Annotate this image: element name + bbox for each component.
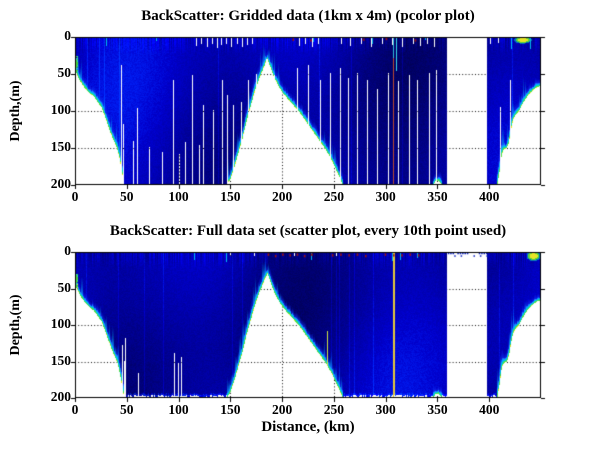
x-tick-label: 250 (323, 189, 344, 204)
x-tick-label: 250 (323, 402, 344, 417)
x-tick-label: 150 (220, 189, 241, 204)
y-tick-label: 50 (57, 65, 72, 80)
x-tick-label: 150 (220, 402, 241, 417)
gridded-plot-title: BackScatter: Gridded data (1km x 4m) (pc… (141, 8, 475, 24)
x-tick-label: 400 (479, 402, 500, 417)
x-tick-label: 400 (479, 189, 500, 204)
x-tick-label: 300 (375, 189, 396, 204)
x-tick-label: 50 (120, 189, 134, 204)
y-tick-label: 200 (50, 389, 71, 404)
x-tick-label: 200 (271, 402, 293, 417)
x-tick-label: 100 (168, 189, 189, 204)
x-tick-label: 0 (71, 402, 79, 417)
y-tick-label: 100 (50, 102, 71, 117)
x-tick-label: 50 (120, 402, 134, 417)
x-tick-label: 350 (427, 402, 448, 417)
x-tick-label: 350 (427, 189, 448, 204)
gridded-pcolor-plot-area (65, 27, 551, 195)
x-tick-label: 300 (375, 402, 396, 417)
y-tick-label: 150 (50, 139, 71, 154)
y-tick-label: 150 (50, 352, 71, 368)
y-tick-label: 0 (64, 243, 71, 258)
gridded-plot-ylabel: Depth,(m) (8, 80, 23, 142)
y-tick-label: 0 (64, 28, 71, 43)
x-tick-label: 200 (271, 189, 293, 204)
scatter-plot-title: BackScatter: Full data set (scatter plot… (109, 223, 507, 239)
scatter-plot-ylabel: Depth,(m) (8, 294, 23, 356)
y-tick-label: 200 (50, 176, 71, 191)
scatter-plot-area (65, 242, 551, 408)
x-tick-label: 0 (71, 189, 79, 204)
distance-axis-label: Distance, (km) (261, 419, 355, 435)
y-tick-label: 50 (57, 279, 72, 295)
y-tick-label: 100 (50, 316, 71, 331)
x-tick-label: 100 (168, 402, 189, 417)
